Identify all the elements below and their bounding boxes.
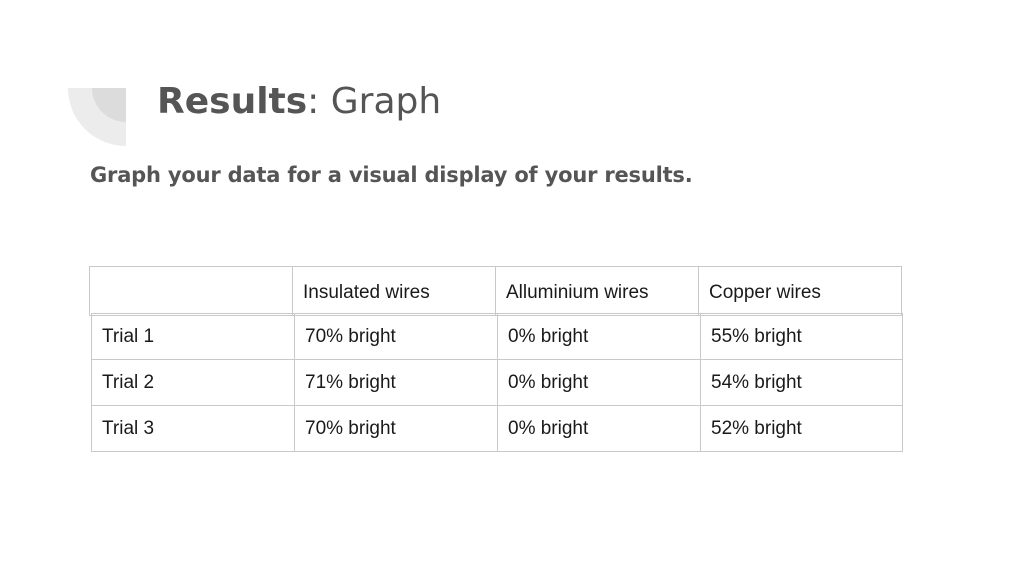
results-table-header: Insulated wires Alluminium wires Copper … <box>89 266 902 316</box>
table-header-row: Insulated wires Alluminium wires Copper … <box>89 266 902 316</box>
table-cell: 0% bright <box>497 405 701 452</box>
header-cell-empty <box>89 266 293 316</box>
table-row: Trial 1 70% bright 0% bright 55% bright <box>91 313 903 360</box>
decorative-arc-shape <box>68 88 126 146</box>
table-row: Trial 2 71% bright 0% bright 54% bright <box>91 359 903 406</box>
table-cell: 55% bright <box>700 313 903 360</box>
table-cell: 70% bright <box>294 313 498 360</box>
table-cell: 70% bright <box>294 405 498 452</box>
table-cell: Trial 2 <box>91 359 295 406</box>
table-cell: 0% bright <box>497 359 701 406</box>
slide-title-bold: Results <box>157 81 308 122</box>
slide-title-rest: : Graph <box>307 81 442 122</box>
table-cell: Trial 3 <box>91 405 295 452</box>
header-cell-aluminium: Alluminium wires <box>495 266 699 316</box>
slide-title: Results: Graph <box>157 78 441 126</box>
table-row: Trial 3 70% bright 0% bright 52% bright <box>91 405 903 452</box>
table-cell: 71% bright <box>294 359 498 406</box>
header-cell-insulated: Insulated wires <box>292 266 496 316</box>
table-cell: 0% bright <box>497 313 701 360</box>
header-cell-copper: Copper wires <box>698 266 902 316</box>
results-table-body: Trial 1 70% bright 0% bright 55% bright … <box>91 313 903 452</box>
table-cell: Trial 1 <box>91 313 295 360</box>
table-cell: 52% bright <box>700 405 903 452</box>
slide-subtitle: Graph your data for a visual display of … <box>90 163 693 187</box>
table-cell: 54% bright <box>700 359 903 406</box>
